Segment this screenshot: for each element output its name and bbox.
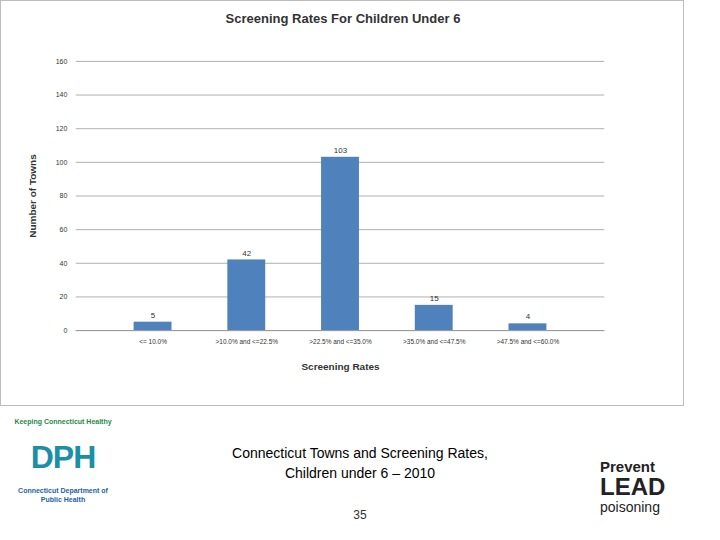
html-text:Keeping Connecticut Healthy: Keeping Connecticut Healthy bbox=[14, 418, 112, 425]
svg-text:0: 0 bbox=[63, 327, 67, 334]
svg-text:>10.0% and <=22.5%: >10.0% and <=22.5% bbox=[216, 338, 279, 345]
svg-text:20: 20 bbox=[60, 293, 68, 300]
svg-text:5: 5 bbox=[151, 311, 156, 320]
html-text:Connecticut Towns and Screenin: Connecticut Towns and Screening Rates, bbox=[232, 445, 488, 461]
svg-text:80: 80 bbox=[60, 192, 68, 199]
svg-text:Screening Rates: Screening Rates bbox=[301, 361, 380, 372]
html-text:Connecticut Department of Publ: Connecticut Department of Public Health bbox=[18, 487, 108, 503]
html-text:35: 35 bbox=[353, 508, 367, 522]
svg-text:160: 160 bbox=[56, 58, 68, 65]
svg-text:42: 42 bbox=[242, 249, 251, 258]
html-text:Screening Rates For Children U: Screening Rates For Children Under 6 bbox=[225, 11, 461, 26]
svg-text:15: 15 bbox=[430, 294, 439, 303]
svg-text:120: 120 bbox=[56, 125, 68, 132]
svg-text:4: 4 bbox=[526, 312, 531, 321]
svg-text:>35.0% and <=47.5%: >35.0% and <=47.5% bbox=[403, 338, 466, 345]
svg-text:Number of Towns: Number of Towns bbox=[27, 154, 38, 238]
html-text:LEAD: LEAD bbox=[600, 473, 666, 500]
html-text:Prevent: Prevent bbox=[600, 458, 655, 475]
html-text:poisoning: poisoning bbox=[600, 499, 660, 515]
svg-text:60: 60 bbox=[60, 226, 68, 233]
html-text:DPH: DPH bbox=[30, 439, 96, 475]
svg-text:<= 10.0%: <= 10.0% bbox=[139, 338, 167, 345]
svg-text:>47.5% and <=60.0%: >47.5% and <=60.0% bbox=[497, 338, 560, 345]
svg-text:140: 140 bbox=[56, 91, 68, 98]
svg-text:40: 40 bbox=[60, 260, 68, 267]
html-text:Children under 6 – 2010: Children under 6 – 2010 bbox=[284, 465, 436, 481]
svg-text:100: 100 bbox=[56, 159, 68, 166]
svg-text:103: 103 bbox=[334, 146, 348, 155]
svg-text:>22.5% and <=35.0%: >22.5% and <=35.0% bbox=[309, 338, 372, 345]
